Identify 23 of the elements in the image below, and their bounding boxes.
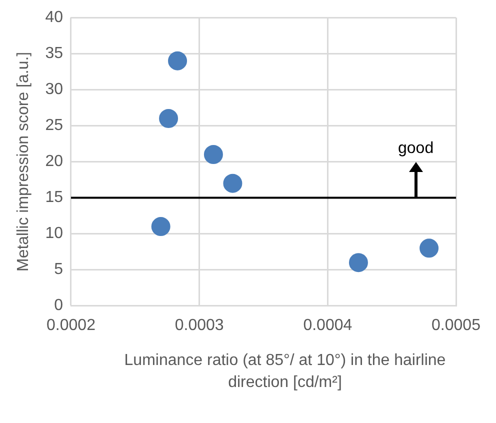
y-tick-label: 5 [54, 261, 64, 278]
point [348, 253, 368, 272]
point [159, 108, 178, 128]
y-tick-label: 20 [45, 153, 64, 170]
x-tick-label: 0.0004 [303, 316, 352, 334]
y-tick-label: 30 [45, 81, 64, 98]
y-tick-label: 10 [45, 225, 64, 242]
x-tick-label: 0.0003 [174, 316, 224, 334]
x-axis-title: Luminance ratio (at 85°/ at 10°) in the hairline direction [cd/m²] [123, 351, 447, 393]
y-tick-label: 40 [45, 9, 64, 26]
y-axis-title: Metallic impression score [a.u.] [15, 52, 32, 272]
point [420, 238, 439, 258]
point [168, 51, 188, 70]
y-tick-label: 25 [45, 117, 64, 134]
y-tick-label: 0 [54, 297, 64, 314]
point [223, 174, 242, 193]
point [151, 217, 170, 236]
x-tick-label: 0.0002 [46, 316, 96, 334]
x-tick-label: 0.0005 [432, 316, 481, 334]
point [204, 144, 223, 164]
y-tick-label: 15 [45, 189, 64, 206]
annotation: good [398, 140, 434, 158]
y-tick-label: 35 [45, 45, 64, 62]
